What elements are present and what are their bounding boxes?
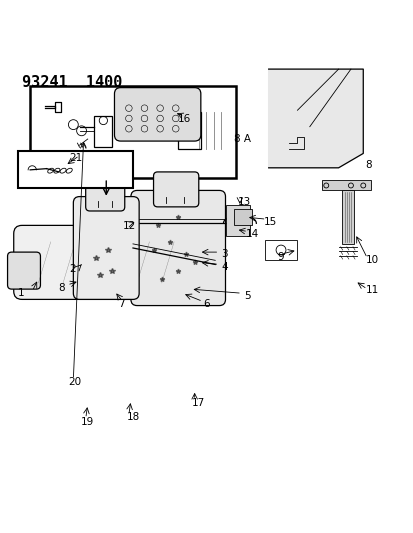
Text: 13: 13 (237, 197, 251, 206)
FancyBboxPatch shape (14, 225, 202, 300)
Text: 7: 7 (118, 300, 125, 309)
Bar (264, 240, 297, 260)
Text: 19: 19 (80, 417, 93, 427)
FancyBboxPatch shape (73, 197, 139, 300)
Text: 8 A: 8 A (233, 134, 250, 144)
FancyBboxPatch shape (7, 252, 40, 289)
Text: 8: 8 (58, 283, 64, 293)
Text: 1: 1 (18, 288, 24, 298)
FancyBboxPatch shape (114, 87, 200, 141)
Text: 12: 12 (122, 221, 135, 231)
FancyBboxPatch shape (131, 190, 225, 305)
FancyBboxPatch shape (153, 172, 198, 207)
Bar (225, 205, 249, 236)
Bar (321, 180, 370, 190)
Text: 4: 4 (221, 262, 228, 271)
Text: 10: 10 (364, 255, 377, 265)
Bar (18, 151, 133, 188)
Text: 17: 17 (191, 398, 204, 408)
Text: 9: 9 (276, 252, 283, 262)
Text: 16: 16 (178, 114, 191, 124)
Text: 18: 18 (126, 411, 140, 422)
Text: 6: 6 (202, 300, 209, 309)
Text: 3: 3 (221, 249, 228, 259)
Text: 11: 11 (364, 285, 377, 295)
Bar (233, 209, 252, 225)
Text: 8: 8 (364, 159, 371, 169)
Text: 93241  1400: 93241 1400 (22, 75, 122, 90)
Bar (94, 116, 112, 147)
Bar (30, 86, 235, 178)
Text: 20: 20 (68, 377, 81, 387)
Text: 21: 21 (69, 154, 82, 163)
Text: 5: 5 (243, 291, 250, 301)
Text: 15: 15 (263, 217, 276, 227)
Polygon shape (268, 69, 362, 168)
Text: 14: 14 (245, 229, 259, 239)
Text: 2: 2 (69, 263, 76, 273)
Bar (341, 190, 354, 244)
FancyBboxPatch shape (85, 178, 124, 211)
Bar (178, 112, 200, 149)
